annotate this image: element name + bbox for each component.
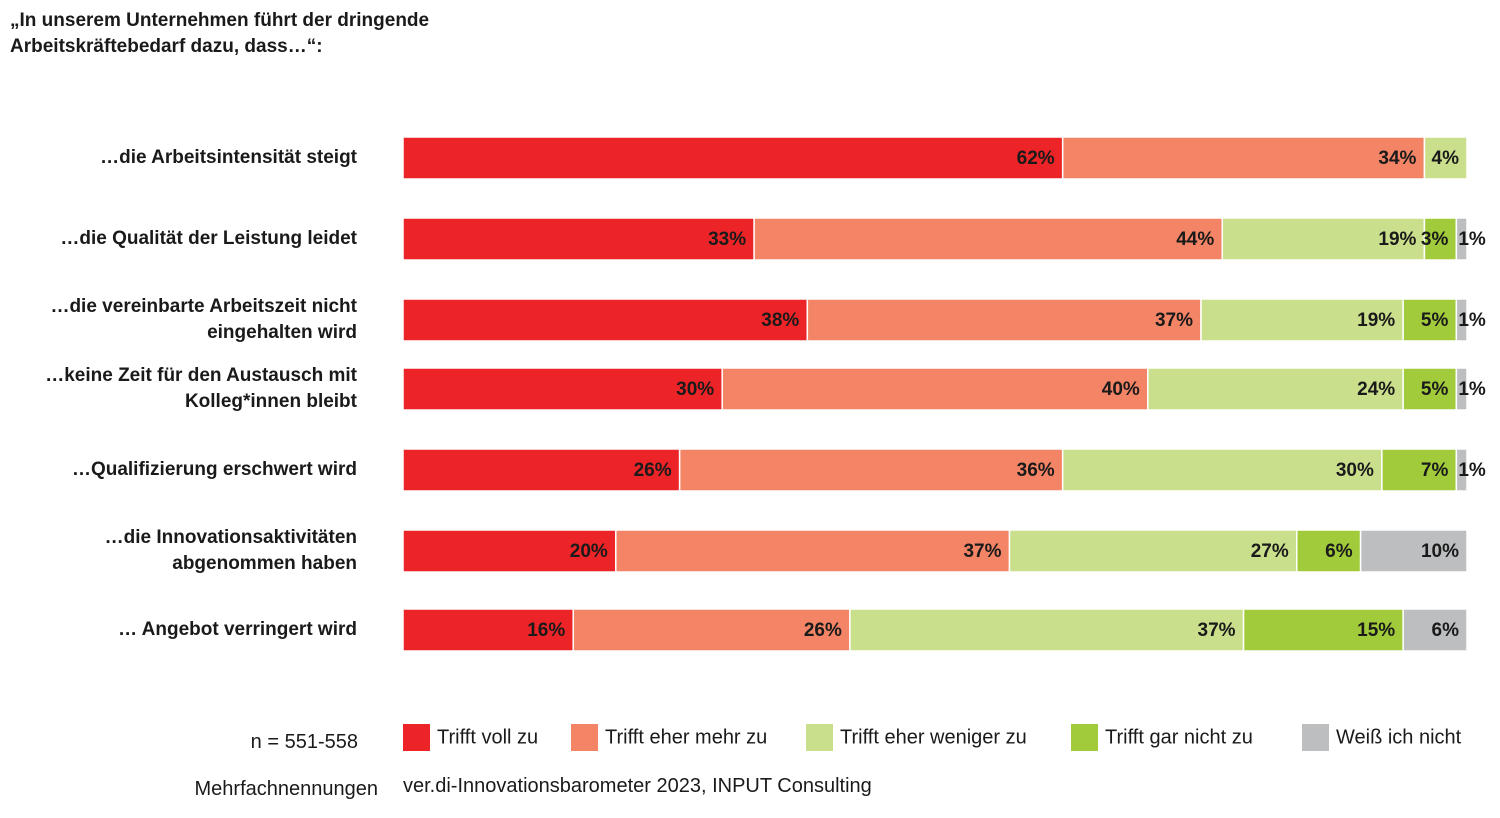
- legend-label: Trifft eher weniger zu: [840, 726, 1027, 748]
- bar-segment: [1402, 608, 1468, 652]
- data-label: 6%: [1325, 541, 1353, 562]
- data-label: 1%: [1458, 379, 1486, 400]
- bar-segment: [402, 217, 755, 261]
- bar-segment: [1359, 529, 1468, 573]
- source-note: ver.di-Innovationsbarometer 2023, INPUT …: [403, 775, 872, 797]
- bar-segment: [402, 298, 809, 342]
- category-label: abgenommen haben: [172, 553, 357, 574]
- data-label: 1%: [1458, 460, 1486, 481]
- legend-label: Trifft gar nicht zu: [1105, 726, 1253, 748]
- data-label: 19%: [1378, 229, 1416, 250]
- data-label: 37%: [963, 541, 1001, 562]
- bar-segment: [1423, 136, 1468, 180]
- bar-segment: [615, 529, 1011, 573]
- bar-segment: [1455, 217, 1468, 261]
- data-label: 20%: [570, 541, 608, 562]
- data-label: 3%: [1421, 229, 1449, 250]
- bar-segment: [678, 448, 1064, 492]
- data-label: 27%: [1251, 541, 1289, 562]
- bar-segment: [1455, 298, 1468, 342]
- category-label: …die Qualität der Leistung leidet: [60, 228, 357, 249]
- data-label: 4%: [1432, 148, 1460, 169]
- bar-segment: [402, 367, 723, 411]
- bar-segment: [1381, 448, 1458, 492]
- chart-title-line-1: „In unserem Unternehmen führt der dringe…: [10, 10, 430, 31]
- data-label: 30%: [676, 379, 714, 400]
- data-label: 30%: [1336, 460, 1374, 481]
- bar-segment: [1242, 608, 1404, 652]
- data-label: 10%: [1421, 541, 1459, 562]
- bar-segment: [1455, 448, 1468, 492]
- data-label: 6%: [1432, 620, 1460, 641]
- data-label: 7%: [1421, 460, 1449, 481]
- bar-segment: [1008, 529, 1298, 573]
- data-label: 38%: [761, 310, 799, 331]
- data-label: 5%: [1421, 379, 1449, 400]
- data-label: 33%: [708, 229, 746, 250]
- data-label: 1%: [1458, 229, 1486, 250]
- category-label: …keine Zeit für den Austausch mit: [45, 365, 357, 386]
- bar-segment: [1061, 448, 1383, 492]
- data-label: 16%: [527, 620, 565, 641]
- data-label: 1%: [1458, 310, 1486, 331]
- data-label: 15%: [1357, 620, 1395, 641]
- data-label: 44%: [1176, 229, 1214, 250]
- bar-segment: [849, 608, 1245, 652]
- bar-segment: [402, 608, 574, 652]
- data-label: 26%: [804, 620, 842, 641]
- category-label: …die Innovationsaktivitäten: [105, 527, 357, 548]
- chart-title-line-2: Arbeitskräftebedarf dazu, dass…“:: [10, 36, 323, 57]
- sample-size-note: n = 551-558: [250, 731, 358, 753]
- data-label: 62%: [1017, 148, 1055, 169]
- data-label: 40%: [1102, 379, 1140, 400]
- bar-segment: [402, 136, 1064, 180]
- data-label: 24%: [1357, 379, 1395, 400]
- legend-swatch: [1071, 724, 1098, 751]
- data-label: 5%: [1421, 310, 1449, 331]
- bar-segment: [1147, 367, 1404, 411]
- legend-label: Weiß ich nicht: [1336, 726, 1462, 748]
- data-label: 37%: [1198, 620, 1236, 641]
- legend-swatch: [571, 724, 598, 751]
- bar-segment: [1402, 367, 1458, 411]
- data-label: 37%: [1155, 310, 1193, 331]
- bar-segment: [753, 217, 1224, 261]
- chart-title: „In unserem Unternehmen führt der dringe…: [10, 8, 570, 60]
- legend-label: Trifft voll zu: [437, 726, 538, 748]
- bar-segment: [1423, 217, 1458, 261]
- bar-segment: [721, 367, 1149, 411]
- legend-swatch: [403, 724, 430, 751]
- bar-segment: [1061, 136, 1426, 180]
- data-label: 36%: [1017, 460, 1055, 481]
- bar-segment: [402, 448, 681, 492]
- bar-segment: [806, 298, 1202, 342]
- bar-segment: [1455, 367, 1468, 411]
- bar-segment: [572, 608, 851, 652]
- category-label: …die Arbeitsintensität steigt: [100, 147, 358, 168]
- category-label: Kolleg*innen bleibt: [185, 391, 358, 412]
- data-label: 26%: [634, 460, 672, 481]
- legend-label: Trifft eher mehr zu: [605, 726, 767, 748]
- data-label: 34%: [1378, 148, 1416, 169]
- legend-swatch: [806, 724, 833, 751]
- bar-segment: [1402, 298, 1458, 342]
- legend-swatch: [1302, 724, 1329, 751]
- category-label: …Qualifizierung erschwert wird: [72, 459, 357, 480]
- category-label: …die vereinbarte Arbeitszeit nicht: [50, 296, 357, 317]
- bar-segment: [402, 529, 617, 573]
- multiple-answers-note: Mehrfachnennungen: [194, 778, 378, 800]
- category-label: eingehalten wird: [207, 322, 357, 343]
- category-label: … Angebot verringert wird: [118, 619, 357, 640]
- data-label: 19%: [1357, 310, 1395, 331]
